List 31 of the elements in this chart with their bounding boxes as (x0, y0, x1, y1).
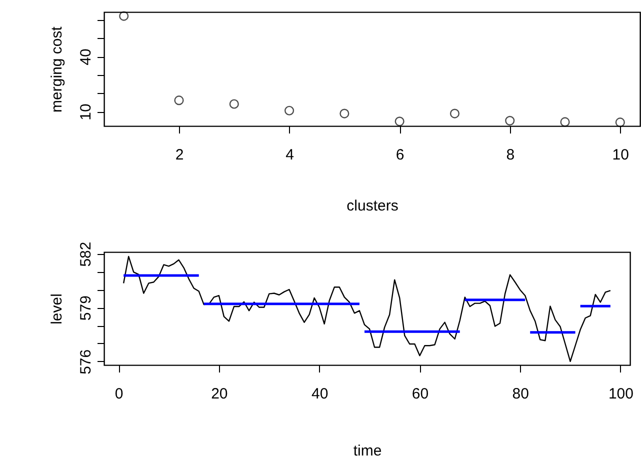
x-tick-label: 0 (114, 386, 124, 402)
y-tick-label: 582 (78, 242, 94, 267)
y-tick-label: 40 (78, 48, 94, 66)
x-tick-label: 100 (608, 386, 634, 402)
y-axis-title: level (48, 294, 66, 324)
point (560, 117, 570, 127)
x-tick-label: 20 (211, 386, 228, 402)
x-tick-label: 60 (412, 386, 429, 402)
point (229, 99, 239, 109)
point (394, 116, 404, 126)
point (615, 118, 625, 128)
y-tick-label: 576 (78, 349, 94, 374)
point (450, 108, 460, 118)
x-tick-label: 2 (175, 146, 184, 164)
x-tick-label: 80 (512, 386, 529, 402)
point (174, 96, 184, 106)
y-tick-label: 579 (78, 296, 94, 321)
x-tick-label: 40 (311, 386, 328, 402)
x-tick-label: 6 (396, 146, 404, 164)
point (119, 11, 129, 21)
x-axis-title: clusters (346, 198, 398, 214)
point (340, 108, 350, 118)
y-axis-title: merging cost (48, 26, 66, 112)
line-series (122, 256, 612, 362)
x-tick-label: 10 (612, 146, 629, 164)
x-tick-label: 8 (506, 146, 515, 164)
y-tick-label: 10 (78, 104, 94, 120)
x-axis-title: time (353, 442, 382, 460)
x-tick-label: 4 (286, 146, 294, 164)
point (505, 116, 515, 126)
point (284, 106, 294, 116)
